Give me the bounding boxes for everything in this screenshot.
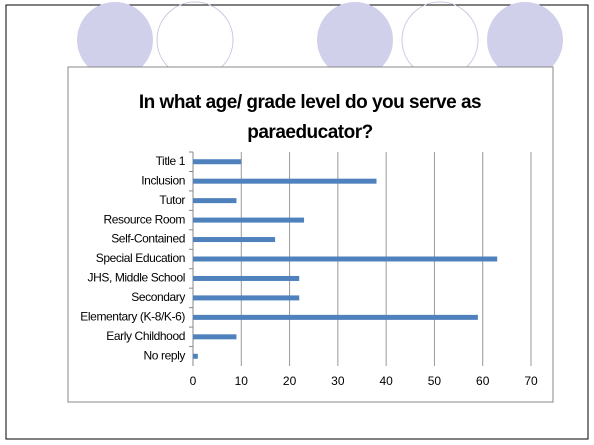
- y-tick-label: Special Education: [96, 251, 185, 265]
- x-tick-label: 50: [428, 374, 442, 388]
- bar: [193, 314, 478, 320]
- y-tick-label: No reply: [144, 348, 186, 362]
- bar: [193, 198, 237, 204]
- bar: [193, 159, 242, 165]
- bar: [193, 256, 498, 262]
- y-tick-label: Resource Room: [103, 212, 185, 226]
- y-tick-label: Title 1: [156, 154, 186, 168]
- bar: [193, 275, 300, 281]
- bar: [193, 353, 198, 359]
- chart-area: [67, 66, 554, 403]
- y-tick-label: Tutor: [159, 193, 185, 207]
- y-tick-label: Secondary: [131, 290, 185, 304]
- x-tick-label: 20: [283, 374, 297, 388]
- bar: [193, 178, 377, 184]
- bar: [193, 334, 237, 340]
- bar: [193, 217, 305, 223]
- decor-circle: [487, 2, 563, 78]
- x-tick-label: 30: [331, 374, 345, 388]
- bar: [193, 295, 300, 301]
- chart-title: In what age/ grade level do you serve as…: [138, 92, 482, 143]
- bar: [193, 237, 276, 243]
- decor-circle: [317, 2, 393, 78]
- decor-circle: [77, 2, 153, 78]
- y-tick-label: JHS, Middle School: [87, 271, 185, 285]
- y-tick-label: Inclusion: [141, 173, 185, 187]
- y-tick-label: Self-Contained: [111, 232, 185, 246]
- x-tick-label: 40: [379, 374, 393, 388]
- x-tick-label: 60: [476, 374, 490, 388]
- x-tick-label: 10: [235, 374, 249, 388]
- x-tick-label: 70: [524, 374, 538, 388]
- x-tick-label: 0: [190, 374, 197, 388]
- y-tick-label: Early Childhood: [106, 329, 185, 343]
- y-tick-label: Elementary (K-8/K-6): [80, 310, 185, 324]
